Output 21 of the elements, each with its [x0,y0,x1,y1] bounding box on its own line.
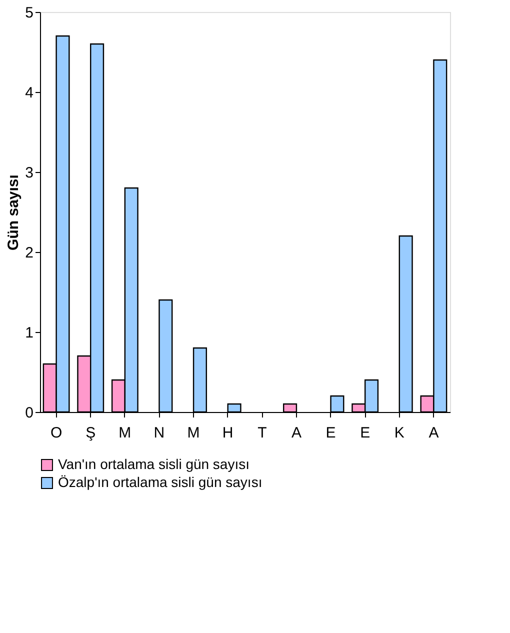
x-tick-label: N [154,424,165,442]
y-tick-label: 1 [25,324,34,342]
y-tick-label: 2 [25,244,34,262]
x-tick-label: A [291,424,302,442]
x-tick-label: E [326,424,336,442]
y-tick-label: 5 [25,4,34,22]
y-tick-label: 3 [25,164,34,182]
y-tick-label: 4 [25,84,34,102]
x-tick-label: M [118,424,132,442]
y-tick-label: 0 [25,404,34,422]
x-tick-label: A [428,424,439,442]
x-tick-label: H [222,424,234,442]
x-tick-label: M [187,424,200,442]
x-tick-label: E [360,424,370,442]
x-tick-label: O [50,424,62,442]
legend-label: Van'ın ortalama sisli gün sayısı [58,456,250,472]
x-tick-label: Ş [86,424,96,442]
legend-label: Özalp'ın ortalama sisli gün sayısı [58,474,262,490]
x-tick-label: T [258,424,267,442]
x-tick-label: K [394,424,404,442]
y-axis-title: Gün sayısı [5,174,22,250]
